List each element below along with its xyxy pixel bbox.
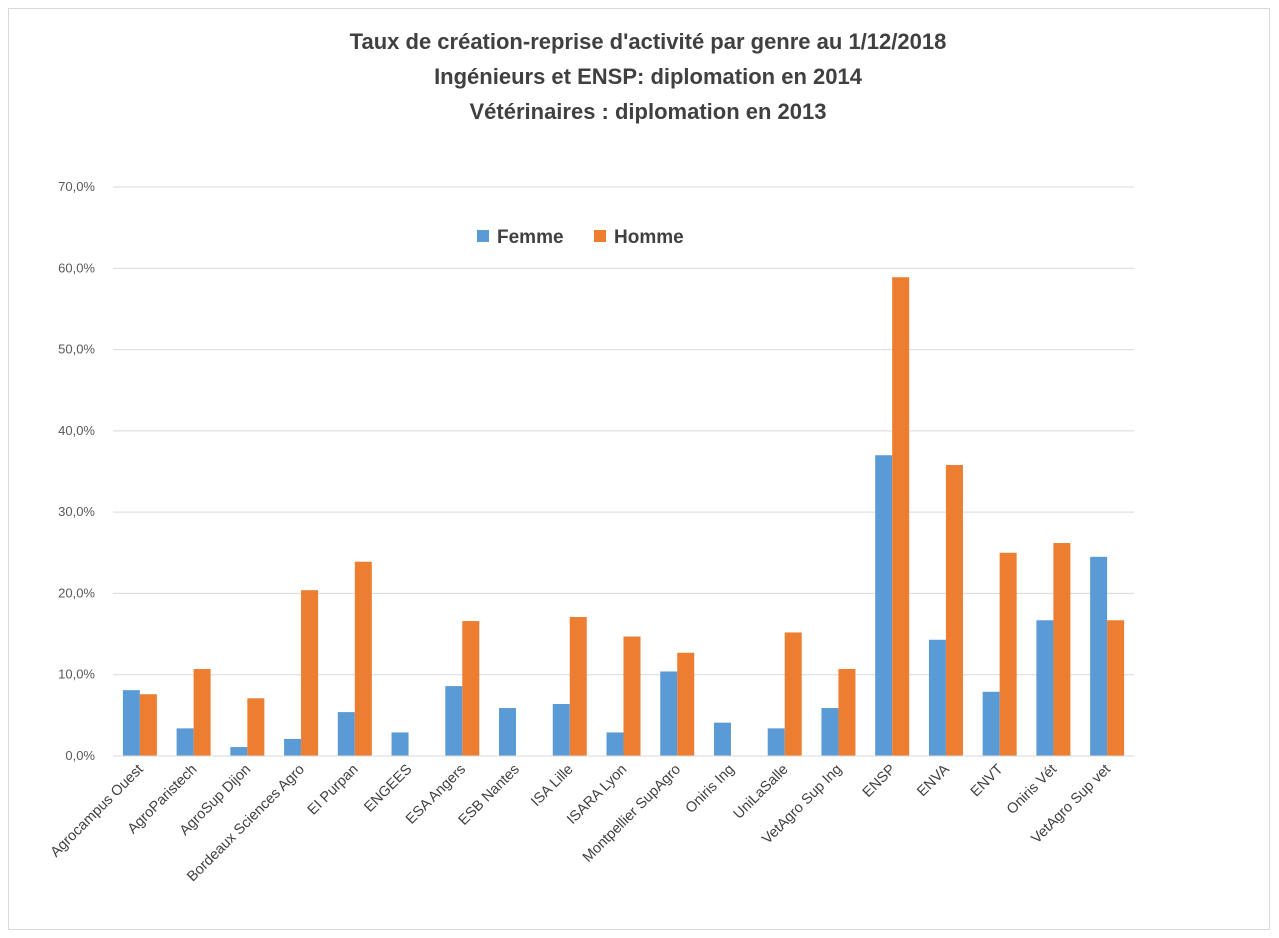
bar-homme xyxy=(999,552,1017,756)
y-axis-tick-labels: 0,0% 10,0% 20,0% 30,0% 40,0% 50,0% 60,0% 70,0% xyxy=(58,179,95,763)
x-category-label: ENVT xyxy=(968,761,1007,800)
bar-femme xyxy=(767,728,785,756)
bar-femme xyxy=(337,712,355,756)
gridlines xyxy=(113,186,1134,676)
bar-femme xyxy=(499,708,517,756)
bar-femme xyxy=(713,722,731,756)
bar-femme xyxy=(660,671,678,756)
legend-label-homme: Homme xyxy=(614,227,684,248)
bar-homme xyxy=(1107,620,1125,756)
bar-homme xyxy=(677,652,695,756)
x-category-label: Oniris Ing xyxy=(683,762,738,817)
x-category-label: EI Purpan xyxy=(305,762,362,819)
bar-femme xyxy=(1090,556,1108,756)
x-category-label: Montpellier SupAgro xyxy=(580,762,684,866)
y-tick-label: 30,0% xyxy=(58,504,95,519)
bar-homme xyxy=(462,621,480,756)
chart-title-line-3: Vétérinaires : diplomation en 2013 xyxy=(469,99,826,124)
bar-femme xyxy=(230,747,248,756)
bar-femme xyxy=(875,455,893,756)
x-category-label: ENVA xyxy=(914,761,953,800)
bar-femme xyxy=(176,728,194,756)
bar-homme xyxy=(945,464,963,756)
x-category-label: ENGEES xyxy=(361,762,415,816)
bar-homme xyxy=(247,698,265,756)
bar-femme xyxy=(122,690,140,756)
x-category-label: ENSP xyxy=(860,762,899,801)
chart-title-line-1: Taux de création-reprise d'activité par … xyxy=(350,29,947,54)
bar-homme xyxy=(784,632,802,756)
x-category-label: ISA Lille xyxy=(528,762,576,810)
legend-swatch-homme xyxy=(594,230,606,242)
y-tick-label: 60,0% xyxy=(58,260,95,275)
legend-swatch-femme xyxy=(477,230,489,242)
bar-homme xyxy=(139,694,157,756)
bar-homme xyxy=(892,277,910,756)
bar-femme xyxy=(445,686,463,756)
bar-femme xyxy=(552,703,570,756)
bar-homme xyxy=(1053,543,1071,756)
bar-homme xyxy=(838,669,856,756)
bars xyxy=(122,277,1125,756)
chart-frame xyxy=(8,8,1270,930)
bar-femme xyxy=(391,732,409,756)
x-category-label: Agrocampus Ouest xyxy=(48,762,147,861)
bar-homme xyxy=(301,590,319,756)
x-category-label: Oniris Vét xyxy=(1004,762,1060,818)
bar-homme xyxy=(569,617,587,756)
y-tick-label: 10,0% xyxy=(58,667,95,682)
y-tick-label: 20,0% xyxy=(58,585,95,600)
bar-femme xyxy=(284,738,302,756)
legend: Femme Homme xyxy=(477,227,684,248)
chart-title-line-2: Ingénieurs et ENSP: diplomation en 2014 xyxy=(434,64,863,89)
y-tick-label: 70,0% xyxy=(58,179,95,194)
legend-label-femme: Femme xyxy=(497,227,564,248)
y-tick-label: 50,0% xyxy=(58,342,95,357)
bar-femme xyxy=(821,708,839,756)
y-tick-label: 40,0% xyxy=(58,423,95,438)
bar-homme xyxy=(623,636,641,756)
bar-femme xyxy=(982,691,1000,756)
y-tick-label: 0,0% xyxy=(65,748,95,763)
chart-title: Taux de création-reprise d'activité par … xyxy=(350,29,947,124)
bar-femme xyxy=(1036,620,1054,756)
bar-homme xyxy=(354,561,372,756)
bar-femme xyxy=(928,639,946,756)
bar-homme xyxy=(193,669,211,756)
bar-femme xyxy=(606,732,624,756)
